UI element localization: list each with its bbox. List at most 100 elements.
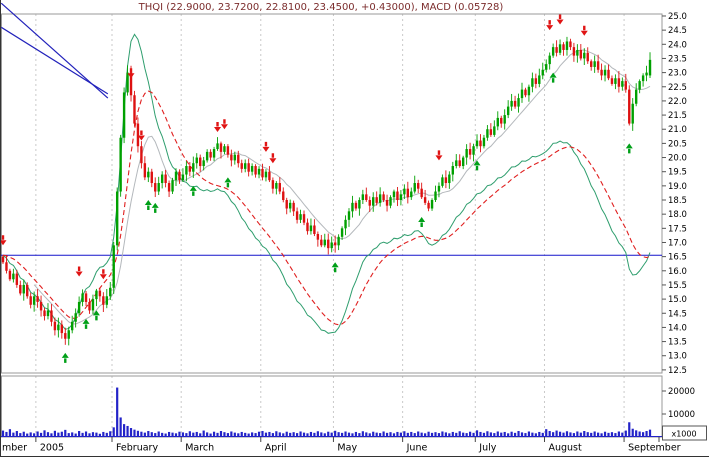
volume-bar <box>29 432 32 437</box>
month-label: April <box>265 443 287 454</box>
volume-bar <box>133 429 136 437</box>
month-label: June <box>406 443 428 454</box>
volume-bar <box>323 433 326 437</box>
volume-bar <box>503 431 506 437</box>
volume-bar <box>8 429 12 437</box>
volume-bar <box>579 432 582 437</box>
volume-bar <box>583 431 586 437</box>
sell-arrow-icon <box>137 130 145 141</box>
candle-body <box>271 180 275 189</box>
volume-bar <box>597 432 600 437</box>
candle-body <box>648 59 652 76</box>
chart-title: THQI (22.9000, 23.7200, 22.8100, 23.4500… <box>138 2 504 13</box>
volume-bar <box>489 432 492 437</box>
candle-body <box>634 89 638 104</box>
candle-body <box>403 188 406 195</box>
volume-bar <box>12 432 15 437</box>
volume-bar <box>88 433 91 437</box>
trendline[interactable] <box>1 26 109 95</box>
candle-body <box>493 126 496 135</box>
candle-body <box>344 219 347 229</box>
candle-body <box>261 168 264 178</box>
candle-body <box>309 225 313 232</box>
volume-bar <box>424 433 427 437</box>
volume-bar <box>379 433 382 437</box>
volume-bar <box>486 431 489 437</box>
candle-body <box>102 296 105 305</box>
candle-body <box>53 321 57 331</box>
volume-bar <box>154 433 157 437</box>
volume-bar <box>389 432 392 437</box>
volume-bar <box>271 433 274 437</box>
volume-bar <box>244 432 247 437</box>
candle-body <box>88 301 91 311</box>
candle-body <box>160 174 164 184</box>
candle-body <box>406 188 410 198</box>
candle-body <box>285 200 288 209</box>
volume-bar <box>434 432 437 437</box>
candle-body <box>212 149 216 158</box>
volume-bar <box>136 430 140 437</box>
volume-bar <box>43 430 46 437</box>
volume-bar <box>358 433 361 437</box>
price-tick-label: 21.5 <box>668 111 687 121</box>
candle-body <box>91 299 95 311</box>
volume-bar <box>161 432 164 437</box>
candle-body <box>136 123 140 147</box>
candle-body <box>320 239 323 246</box>
candle-body <box>475 140 479 147</box>
price-tick-label: 14.0 <box>668 323 687 333</box>
candle-body <box>351 202 354 212</box>
volume-bar <box>119 417 122 437</box>
volume-bar <box>84 431 88 437</box>
buy-arrow-icon <box>473 160 481 171</box>
candle-body <box>188 166 192 172</box>
volume-bar <box>105 432 108 437</box>
volume-bar <box>558 431 562 437</box>
volume-bar <box>74 433 77 437</box>
candle-body <box>479 140 482 147</box>
volume-bar <box>628 422 631 437</box>
candle-body <box>541 69 544 76</box>
candle-body <box>250 166 254 172</box>
volume-bar <box>603 431 607 437</box>
volume-bar <box>140 431 143 437</box>
price-tick-label: 24.0 <box>668 40 687 50</box>
volume-bar <box>178 431 181 437</box>
volume-bar <box>60 431 63 437</box>
volume-bar <box>98 433 101 437</box>
volume-bar <box>36 431 39 437</box>
month-label: 2005 <box>40 443 64 454</box>
volume-bar <box>157 431 160 437</box>
price-tick-label: 22.5 <box>668 83 687 93</box>
volume-bar <box>192 432 195 437</box>
candle-body <box>74 313 77 322</box>
candle-body <box>579 49 583 59</box>
volume-bar <box>81 432 84 437</box>
volume-bar <box>448 433 451 437</box>
volume-bar <box>396 431 399 437</box>
price-tick-label: 23.0 <box>668 69 687 79</box>
volume-bar <box>206 432 209 437</box>
month-label: mber <box>2 443 27 454</box>
volume-bar <box>607 432 610 437</box>
sell-arrow-icon <box>220 119 228 130</box>
candle-body <box>472 146 475 155</box>
candle-body <box>486 129 489 138</box>
volume-axis: 20000 10000 x1000 <box>662 387 707 441</box>
candle-body <box>240 163 243 169</box>
candle-body <box>299 214 302 220</box>
candle-body <box>610 78 614 84</box>
candle-body <box>43 310 46 317</box>
candle-body <box>171 180 174 192</box>
candle-body <box>67 330 70 339</box>
volume-bar <box>372 431 375 437</box>
volume-bar <box>382 431 385 437</box>
candle-body <box>164 174 167 184</box>
trendlines[interactable] <box>1 2 109 99</box>
volume-bar <box>164 433 167 437</box>
volume-bar <box>586 432 589 437</box>
volume-bar <box>216 432 219 437</box>
candle-body <box>257 168 261 175</box>
